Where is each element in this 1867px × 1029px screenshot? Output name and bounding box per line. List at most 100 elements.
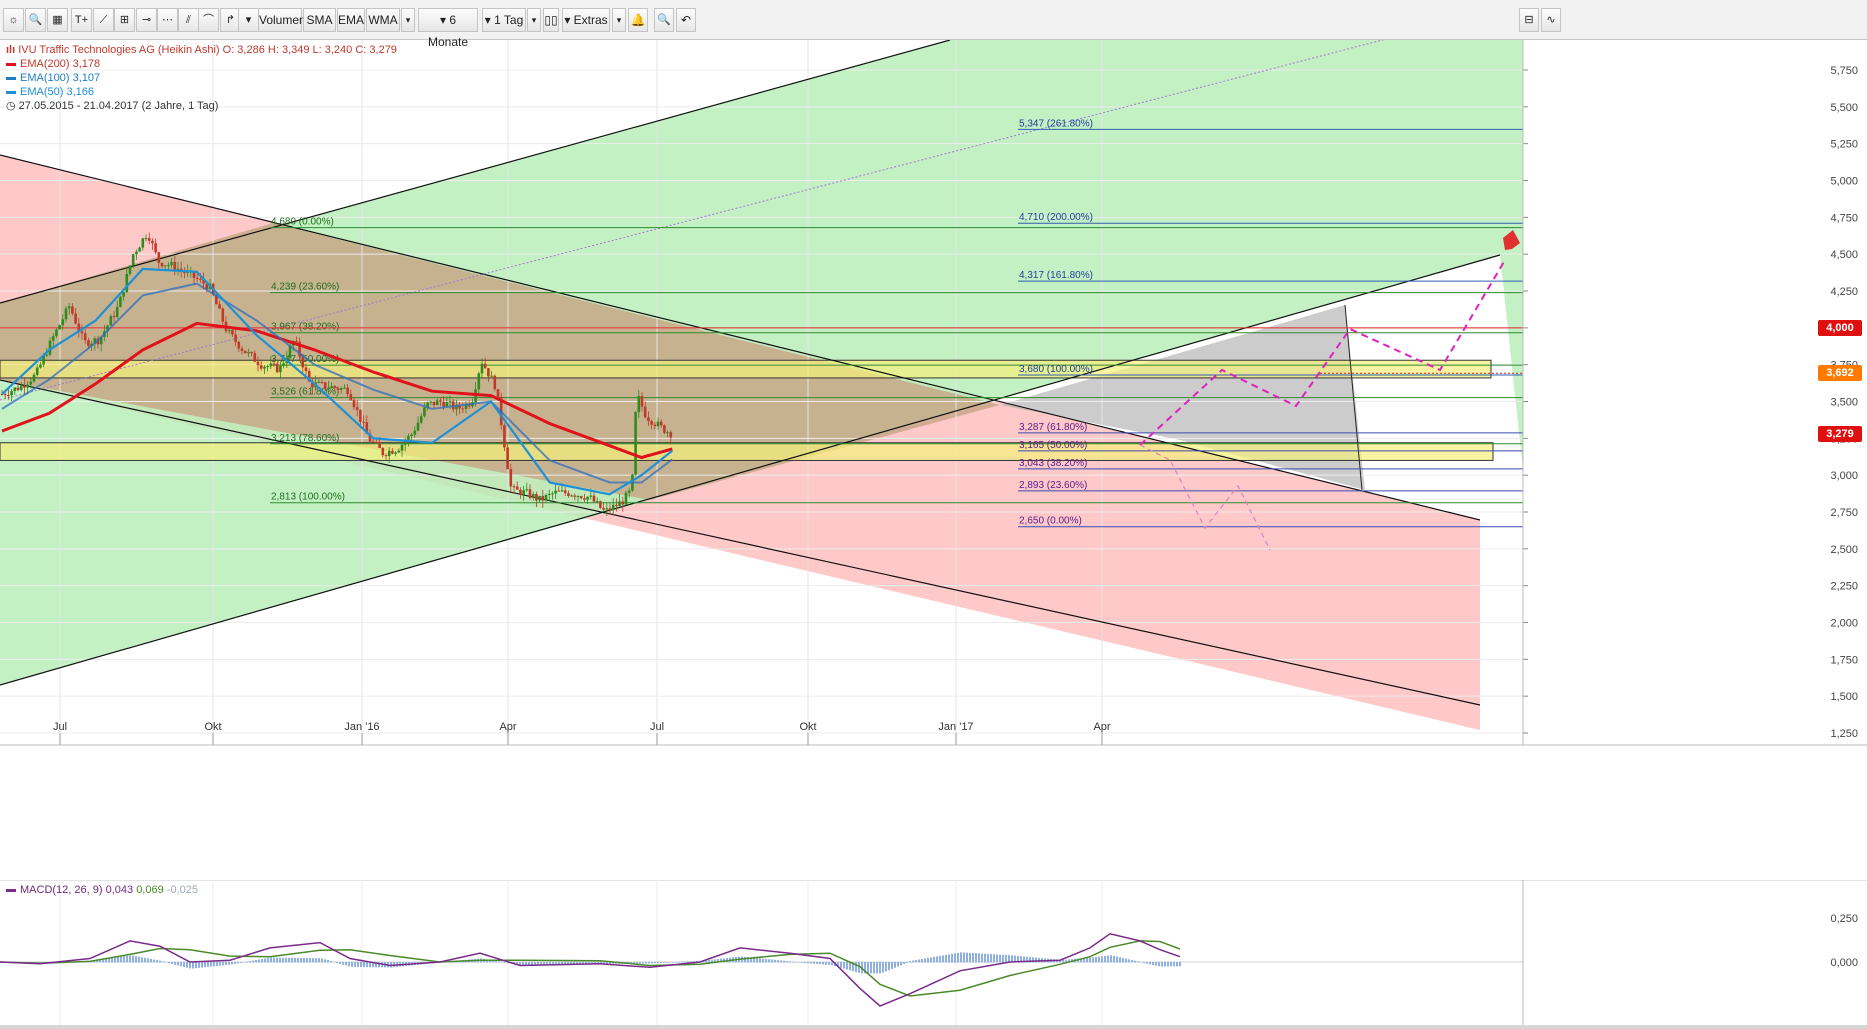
macd-hist-bar [873,962,875,974]
text-tool-icon[interactable]: T+ [71,8,92,32]
candle-body [608,508,612,511]
bottom-scroll-strip[interactable] [0,1025,1867,1029]
macd-hist-bar [678,961,680,963]
candle-body [173,262,177,271]
macd-hist-bar [1038,957,1040,963]
macd-hist-bar [537,962,539,965]
x-tick-label: Okt [799,721,816,733]
macd-tick-label: 0,000 [1830,957,1858,969]
fib-left-label: 3,747 (50.00%) [271,354,339,365]
macd-hist-bar [807,962,809,964]
candle-body [375,441,378,443]
macd-hist-bar [258,959,260,963]
macd-hist-bar [111,957,113,963]
fan-tool-icon[interactable]: ⫽ [178,8,199,32]
macd-panel[interactable]: 0,250 0,000 [0,880,1867,1028]
ema100-swatch [6,76,16,80]
macd-hist-bar [933,956,935,963]
candle-body [586,496,589,500]
candle-body [624,492,628,505]
macd-hist-bar [864,962,866,974]
candle-body [157,252,161,263]
candle-body [167,265,170,267]
macd-hist-bar [105,958,107,963]
macd-hist-bar [891,962,893,969]
candle-body [55,329,58,337]
indicator-dropdown[interactable]: ▾ [401,8,415,32]
line-tool-icon[interactable]: ⟋ [93,8,114,32]
more-tools-icon[interactable]: ▾ [238,8,259,32]
indicator-ema[interactable]: EMA [337,8,365,32]
candle-body [378,442,381,449]
arc-tool-icon[interactable]: ⌒ [198,8,219,32]
candle-body [135,251,138,255]
extras-select[interactable]: ▾ Extras [562,8,610,32]
indicator-volumen[interactable]: Volumen [258,8,306,32]
legend-title: ılı IVU Traffic Technologies AG (Heikin … [6,44,397,56]
macd-hist-bar [357,962,359,968]
candle-body [522,490,525,496]
candle-body [195,277,199,279]
macd-hist-bar [840,962,842,968]
macd-hist-bar [135,956,137,963]
ema50-swatch [6,90,16,94]
alarm-bell-icon[interactable]: 🔔 [628,8,648,32]
fib-right-label: 4,317 (161.80%) [1019,270,1093,281]
candle-body [202,279,205,284]
macd-hist-bar [339,962,341,964]
candle-body [205,283,209,290]
hline-tool-icon[interactable]: ⊸ [136,8,157,32]
macd-hist-bar [648,962,650,964]
x-tick-label: Jan '16 [344,721,379,733]
extras-dropdown[interactable]: ▾ [612,8,626,32]
fib-tool-icon[interactable]: ⊞ [114,8,135,32]
candle-body [119,296,122,307]
macd-hist-bar [303,957,305,963]
indicator-wma[interactable]: WMA [366,8,400,32]
macd-hist-bar [114,957,116,963]
macd-hist-bar [747,957,749,963]
indicator-sma[interactable]: SMA [303,8,336,32]
macd-hist-bar [948,954,950,963]
macd-hist-bar [528,962,530,966]
macd-hist-bar [654,962,656,964]
macd-hist-bar [1140,962,1142,963]
layout-icon[interactable]: ⊟ [1519,8,1539,32]
undo-icon[interactable]: ↶ [676,8,696,32]
grid-icon[interactable]: ▦ [47,8,68,32]
macd-hist-bar [1119,957,1121,963]
candle-body [515,486,519,490]
candle-body [327,388,330,390]
macd-hist-bar [843,962,845,969]
macd-hist-bar [531,962,533,965]
macd-hist-bar [1116,956,1118,963]
candle-body [26,384,29,388]
macd-hist-bar [189,962,191,969]
y-tick-label: 1,750 [1830,654,1858,666]
macd-hist-bar [186,962,188,968]
chart-type-button[interactable]: ▯▯ [543,8,559,32]
candle-body [128,265,132,274]
macd-hist-bar [582,962,584,965]
candle-body [250,352,253,354]
zoom-icon[interactable]: 🔍 [654,8,674,32]
candle-body [570,495,573,497]
macd-hist-bar [348,962,350,967]
macd-swatch [6,888,16,892]
interval-dropdown[interactable]: ▾ [527,8,541,32]
candle-body [637,396,641,413]
search-icon[interactable]: 🔍 [25,8,46,32]
target-arrow-icon [1503,230,1520,250]
macd-hist-bar [1029,957,1031,963]
price-chart[interactable]: 4,680 (0.00%) 4,239 (23.60%) 3,967 (38.20%… [0,40,1867,880]
candle-body [647,417,650,422]
settings-icon[interactable]: ☼ [3,8,24,32]
range-select[interactable]: ▾ 6 Monate [418,8,478,49]
macd-hist-bar [879,962,881,974]
macd-hist-bar [288,957,290,963]
interval-select[interactable]: ▾ 1 Tag [482,8,526,32]
ray-tool-icon[interactable]: ⋯ [157,8,178,32]
chart-style-icon[interactable]: ∿ [1541,8,1561,32]
candle-body [605,508,609,510]
candle-body [87,340,90,346]
